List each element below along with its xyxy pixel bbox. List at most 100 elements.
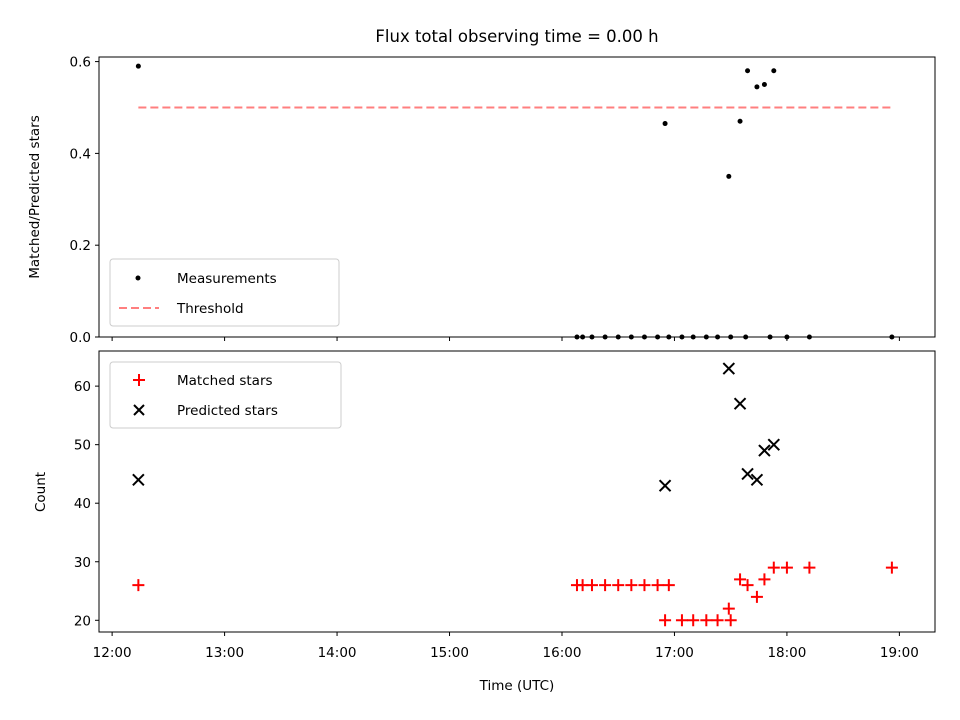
measurement-point xyxy=(655,334,661,340)
matched-stars-point xyxy=(132,579,145,592)
matched-stars-point xyxy=(675,614,688,627)
measurement-point xyxy=(574,334,580,340)
matched-stars-point xyxy=(741,579,754,592)
predicted-stars-point xyxy=(767,438,781,451)
predicted-stars-point xyxy=(722,362,736,375)
bottom-plot-marks xyxy=(132,362,898,627)
matched-stars-point xyxy=(750,590,763,603)
matched-stars-point xyxy=(700,614,713,627)
top-legend: Measurements Threshold xyxy=(109,258,340,327)
matched-stars-point xyxy=(599,579,612,592)
ytick-label: 40 xyxy=(74,496,91,512)
matched-stars-point xyxy=(651,579,664,592)
measurement-point xyxy=(784,334,790,340)
measurement-point xyxy=(615,334,621,340)
predicted-stars-point xyxy=(658,479,672,492)
measurement-point xyxy=(580,334,586,340)
bottom-legend-box xyxy=(109,361,342,429)
measurement-point xyxy=(743,334,749,340)
matched-stars-point xyxy=(767,561,780,574)
measurement-point xyxy=(662,121,668,127)
bottom-axes: Count Time (UTC) 20 30 40 50 60 12:00 13:00 14… xyxy=(33,350,936,694)
xtick-label: 15:00 xyxy=(430,645,469,661)
measurement-point xyxy=(889,334,895,340)
measurement-point xyxy=(754,84,760,90)
xtick-label: 13:00 xyxy=(205,645,244,661)
measurement-point xyxy=(690,334,696,340)
ytick-label: 20 xyxy=(74,613,91,629)
measurement-point xyxy=(728,334,734,340)
matched-stars-point xyxy=(885,561,898,574)
xtick-label: 17:00 xyxy=(655,645,694,661)
matched-stars-point xyxy=(803,561,816,574)
xtick-label: 18:00 xyxy=(767,645,806,661)
measurement-point xyxy=(737,118,743,124)
measurement-point xyxy=(703,334,709,340)
top-legend-box xyxy=(109,258,340,327)
measurement-point xyxy=(602,334,608,340)
measurement-point xyxy=(666,334,672,340)
measurement-point xyxy=(726,173,732,179)
measurement-point xyxy=(771,68,777,74)
measurement-point xyxy=(745,68,751,74)
legend-matched-marker xyxy=(133,374,145,386)
measurement-point xyxy=(589,334,595,340)
measurement-point xyxy=(715,334,721,340)
xtick-label: 16:00 xyxy=(543,645,582,661)
ytick-label: 60 xyxy=(74,379,91,395)
top-axes-frame xyxy=(98,56,936,338)
ytick-label: 50 xyxy=(74,438,91,454)
legend-measurements-marker xyxy=(135,275,141,281)
ytick-label: 0.6 xyxy=(70,55,91,71)
predicted-stars-point xyxy=(741,467,754,481)
matched-stars-point xyxy=(625,579,638,592)
top-ylabel: Matched/Predicted stars xyxy=(27,115,43,278)
ytick-label: 0.2 xyxy=(70,238,91,254)
matched-stars-point xyxy=(662,579,675,592)
measurement-point xyxy=(761,82,767,88)
matched-stars-point xyxy=(780,561,793,574)
predicted-stars-point xyxy=(733,397,747,410)
bottom-axes-frame xyxy=(98,350,936,633)
xtick-label: 19:00 xyxy=(880,645,919,661)
ytick-label: 0.0 xyxy=(70,330,91,346)
matched-stars-point xyxy=(687,614,700,627)
matched-stars-point xyxy=(585,579,598,592)
measurement-point xyxy=(679,334,685,340)
matched-stars-point xyxy=(638,579,651,592)
measurement-point xyxy=(628,334,634,340)
legend-threshold-label: Threshold xyxy=(176,301,244,317)
bottom-xlabel: Time (UTC) xyxy=(479,678,555,694)
top-axes: Matched/Predicted stars 0.0 0.2 0.4 0.6 Mea… xyxy=(27,55,936,346)
xtick-label: 12:00 xyxy=(93,645,132,661)
bottom-legend: Matched stars Predicted stars xyxy=(109,361,342,429)
ytick-label: 0.4 xyxy=(70,146,91,162)
measurement-point xyxy=(641,334,647,340)
measurement-point xyxy=(767,334,773,340)
measurement-point xyxy=(806,334,812,340)
top-plot-marks xyxy=(135,63,895,340)
predicted-stars-point xyxy=(758,444,771,457)
matched-stars-point xyxy=(724,614,737,627)
measurement-point xyxy=(135,63,141,69)
matched-stars-point xyxy=(612,579,625,592)
ytick-label: 30 xyxy=(74,555,91,571)
matched-stars-point xyxy=(734,573,747,586)
xtick-label: 14:00 xyxy=(318,645,357,661)
chart-title: Flux total observing time = 0.00 h xyxy=(375,27,658,46)
matched-stars-point xyxy=(711,614,724,627)
top-yticks: 0.0 0.2 0.4 0.6 xyxy=(70,55,99,346)
legend-measurements-label: Measurements xyxy=(177,271,277,287)
predicted-stars-point xyxy=(132,473,145,486)
bottom-ylabel: Count xyxy=(33,472,49,512)
legend-predicted-label: Predicted stars xyxy=(177,403,278,419)
legend-predicted-marker xyxy=(133,404,145,416)
bottom-yticks: 20 30 40 50 60 xyxy=(74,379,99,629)
matched-stars-point xyxy=(659,614,672,627)
bottom-xticks: 12:00 13:00 14:00 15:00 16:00 17:00 18:00 19:00 xyxy=(93,632,919,661)
predicted-stars-point xyxy=(750,473,764,486)
legend-matched-label: Matched stars xyxy=(177,373,273,389)
matched-stars-point xyxy=(722,602,735,615)
